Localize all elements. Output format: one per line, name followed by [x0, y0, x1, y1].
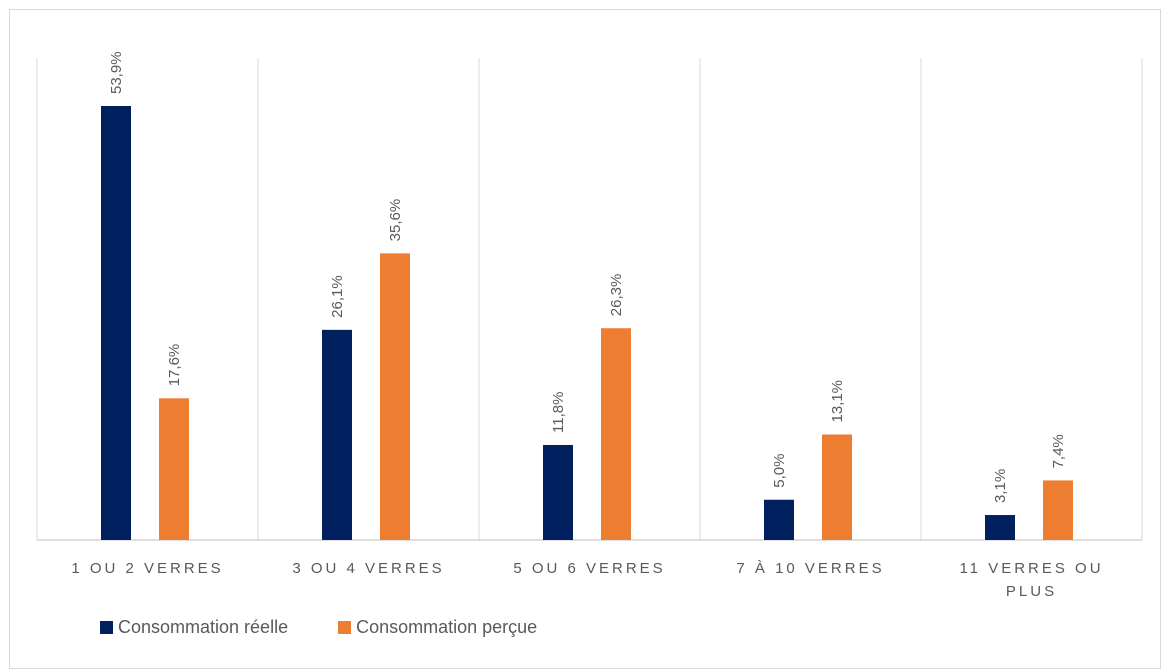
- bar: [159, 398, 189, 540]
- data-label: 26,1%: [329, 275, 346, 318]
- legend-label-reelle: Consommation réelle: [118, 617, 289, 637]
- bar: [543, 444, 573, 540]
- bar: [764, 499, 794, 540]
- legend-item-reelle: Consommation réelle: [100, 617, 288, 638]
- bar-chart: 53,9% 26,1% 11,8% 5,0% 3,1% 17,6% 35,6% 26,3% 13…: [36, 51, 1143, 600]
- data-label: 11,8%: [550, 392, 567, 433]
- data-label: 17,6%: [166, 344, 183, 387]
- legend-label-percue: Consommation perçue: [356, 617, 538, 637]
- chart-legend: Consommation réelle Consommation perçue: [100, 617, 587, 638]
- legend-item-percue: Consommation perçue: [338, 617, 537, 638]
- bar: [985, 515, 1015, 540]
- legend-swatch-reelle: [100, 621, 113, 634]
- category-label: 11 VERRES OU: [959, 560, 1103, 577]
- bar: [322, 329, 352, 540]
- category-label: PLUS: [1006, 583, 1057, 600]
- legend-swatch-percue: [338, 621, 352, 634]
- data-label: 3,1%: [992, 469, 1009, 503]
- category-label: 7 À 10 VERRES: [736, 560, 884, 577]
- bar: [1043, 480, 1073, 540]
- data-label: 5,0%: [771, 454, 788, 488]
- category-label: 5 OU 6 VERRES: [513, 560, 665, 577]
- bar: [380, 253, 410, 540]
- data-label: 53,9%: [108, 51, 125, 94]
- bar: [822, 434, 852, 540]
- bar: [101, 106, 131, 540]
- data-label: 35,6%: [387, 199, 404, 242]
- bar: [601, 328, 631, 540]
- data-label: 26,3%: [608, 274, 625, 317]
- data-label: 13,1%: [829, 380, 846, 423]
- data-label: 7,4%: [1050, 434, 1067, 468]
- category-label: 1 OU 2 VERRES: [71, 560, 223, 577]
- category-label: 3 OU 4 VERRES: [292, 560, 444, 577]
